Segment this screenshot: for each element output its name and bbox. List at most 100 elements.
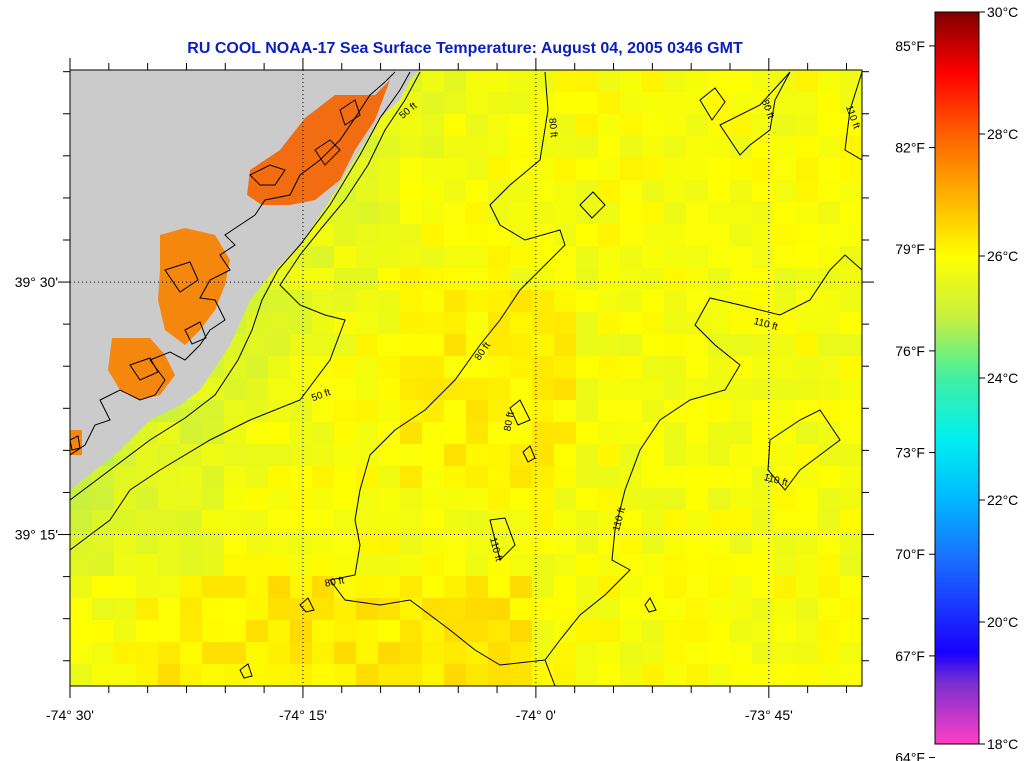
sst-cell [444, 290, 467, 313]
sst-cell [378, 114, 401, 137]
sst-cell [136, 532, 159, 555]
sst-cell [598, 246, 621, 269]
contour-label: 80 ft [324, 575, 345, 589]
sst-cell [268, 356, 291, 379]
sst-cell [686, 180, 709, 203]
sst-cell [510, 466, 533, 489]
sst-cell [620, 246, 643, 269]
sst-cell [532, 576, 555, 599]
sst-cell [818, 268, 841, 291]
sst-cell [708, 466, 731, 489]
sst-cell [664, 532, 687, 555]
sst-cell [840, 400, 862, 423]
sst-cell [378, 312, 401, 335]
sst-cell [136, 642, 159, 665]
sst-cell [466, 136, 489, 159]
sst-cell [290, 422, 313, 445]
sst-cell [180, 664, 203, 686]
sst-cell [356, 334, 379, 357]
sst-cell [774, 158, 797, 181]
sst-cell [488, 510, 511, 533]
sst-cell [312, 664, 335, 686]
sst-cell [686, 312, 709, 335]
sst-cell [752, 246, 775, 269]
sst-cell [620, 620, 643, 643]
sst-cell [642, 246, 665, 269]
sst-cell [664, 158, 687, 181]
sst-cell [378, 290, 401, 313]
sst-cell [268, 664, 291, 686]
sst-cell [268, 554, 291, 577]
sst-cell [136, 664, 159, 686]
sst-cell [466, 664, 489, 686]
sst-cell [114, 620, 137, 643]
sst-cell [796, 268, 819, 291]
sst-cell [686, 576, 709, 599]
sst-cell [554, 312, 577, 335]
sst-cell [796, 510, 819, 533]
sst-cell [620, 180, 643, 203]
sst-cell [818, 92, 841, 115]
sst-cell [796, 70, 819, 93]
sst-cell [598, 180, 621, 203]
sst-cell [642, 334, 665, 357]
sst-cell [796, 246, 819, 269]
sst-cell [598, 422, 621, 445]
sst-cell [686, 444, 709, 467]
sst-cell [268, 422, 291, 445]
contour-80ft-b [719, 71, 791, 156]
sst-cell [686, 202, 709, 225]
sst-cell [400, 312, 423, 335]
sst-cell [730, 202, 753, 225]
sst-cell [444, 268, 467, 291]
sst-cell [708, 488, 731, 511]
sst-cell [312, 334, 335, 357]
sst-cell [752, 510, 775, 533]
fahrenheit-tick-label: 70°F [895, 546, 925, 562]
contour-110ft-a [844, 71, 862, 161]
sst-cell [664, 268, 687, 291]
sst-cell [224, 598, 247, 621]
sst-cell [422, 664, 445, 686]
sst-cell [422, 444, 445, 467]
sst-cell [202, 510, 225, 533]
sst-cell [444, 202, 467, 225]
sst-cell [488, 466, 511, 489]
sst-cell [774, 224, 797, 247]
sst-cell [400, 400, 423, 423]
sst-cell [466, 70, 489, 93]
sst-cell [466, 158, 489, 181]
sst-cell [554, 488, 577, 511]
sst-cell [664, 378, 687, 401]
sst-cell [378, 532, 401, 555]
sst-cell [664, 576, 687, 599]
sst-cell [290, 554, 313, 577]
sst-cell [532, 180, 555, 203]
sst-cell [466, 312, 489, 335]
sst-cell [532, 422, 555, 445]
sst-cell [510, 444, 533, 467]
sst-cell [334, 664, 357, 686]
sst-cell [400, 290, 423, 313]
sst-cell [400, 664, 423, 686]
sst-cell [356, 202, 379, 225]
sst-cell [510, 268, 533, 291]
sst-cell [840, 114, 862, 137]
sst-cell [818, 444, 841, 467]
sst-cell [70, 576, 93, 599]
y-tick-labels: 39° 30' 39° 15' [15, 274, 58, 542]
sst-cell [730, 400, 753, 423]
sst-cell [356, 444, 379, 467]
sst-cell [400, 180, 423, 203]
sst-cell [422, 224, 445, 247]
sst-cell [444, 422, 467, 445]
sst-cell [400, 598, 423, 621]
colorbar-fahrenheit-ticks: 85°F 82°F 79°F 76°F 73°F 70°F 67°F 64°F [895, 38, 935, 761]
sst-cell [92, 576, 115, 599]
sst-cell [400, 92, 423, 115]
sst-cell [598, 642, 621, 665]
sst-cell [378, 334, 401, 357]
sst-cell [356, 466, 379, 489]
sst-cell [334, 444, 357, 467]
sst-cell [774, 378, 797, 401]
